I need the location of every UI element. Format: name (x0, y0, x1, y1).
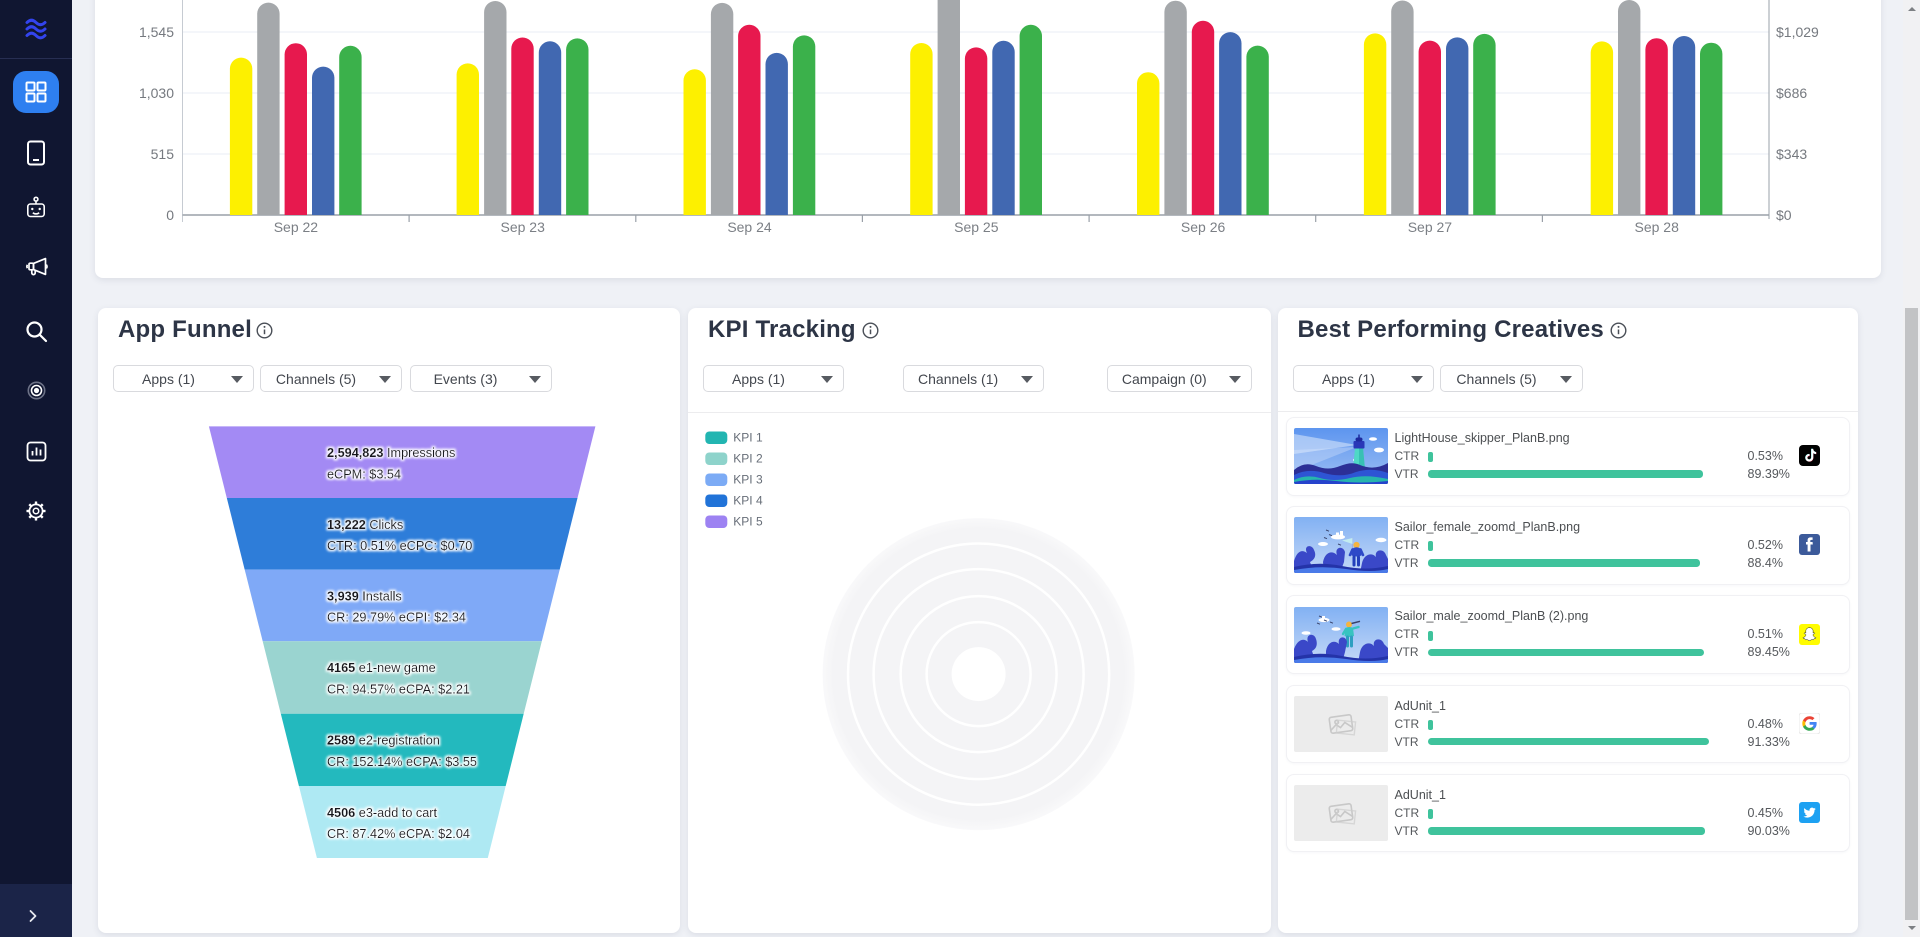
svg-text:3,939 Installs: 3,939 Installs (327, 589, 402, 603)
svg-text:13,222 Clicks: 13,222 Clicks (327, 517, 403, 531)
svg-text:$0: $0 (1776, 207, 1792, 223)
svg-text:Sep 24: Sep 24 (727, 219, 772, 235)
svg-text:KPI 5: KPI 5 (733, 514, 763, 528)
svg-text:0: 0 (166, 207, 174, 223)
svg-text:Sep 28: Sep 28 (1635, 219, 1680, 235)
svg-text:eCPM: $3.54: eCPM: $3.54 (327, 467, 401, 481)
svg-text:KPI 3: KPI 3 (733, 472, 763, 486)
svg-text:515: 515 (151, 146, 175, 162)
svg-text:KPI 2: KPI 2 (733, 451, 763, 465)
svg-text:4506 e3-add to cart: 4506 e3-add to cart (327, 805, 438, 819)
svg-text:1,030: 1,030 (139, 85, 174, 101)
svg-text:CR: 29.79% eCPI: $2.34: CR: 29.79% eCPI: $2.34 (327, 610, 466, 624)
svg-text:1,545: 1,545 (139, 24, 174, 40)
svg-text:2589 e2-registration: 2589 e2-registration (327, 733, 440, 747)
svg-text:CR: 94.57% eCPA: $2.21: CR: 94.57% eCPA: $2.21 (327, 682, 470, 696)
svg-text:Sep 22: Sep 22 (274, 219, 319, 235)
svg-text:2,594,823 Impressions: 2,594,823 Impressions (327, 446, 455, 460)
svg-text:Sep 27: Sep 27 (1408, 219, 1453, 235)
svg-text:KPI 1: KPI 1 (733, 430, 763, 444)
svg-text:Sep 23: Sep 23 (501, 219, 546, 235)
svg-text:Sep 26: Sep 26 (1181, 219, 1226, 235)
svg-text:$1,029: $1,029 (1776, 24, 1819, 40)
svg-text:$686: $686 (1776, 85, 1807, 101)
svg-text:4165 e1-new game: 4165 e1-new game (327, 661, 436, 675)
svg-text:Sep 25: Sep 25 (954, 219, 999, 235)
svg-text:$343: $343 (1776, 146, 1807, 162)
svg-text:CR: 152.14% eCPA: $3.55: CR: 152.14% eCPA: $3.55 (327, 754, 477, 768)
svg-text:KPI 4: KPI 4 (733, 493, 763, 507)
svg-text:CR: 87.42% eCPA: $2.04: CR: 87.42% eCPA: $2.04 (327, 827, 470, 841)
svg-text:CTR: 0.51% eCPC: $0.70: CTR: 0.51% eCPC: $0.70 (327, 539, 472, 553)
